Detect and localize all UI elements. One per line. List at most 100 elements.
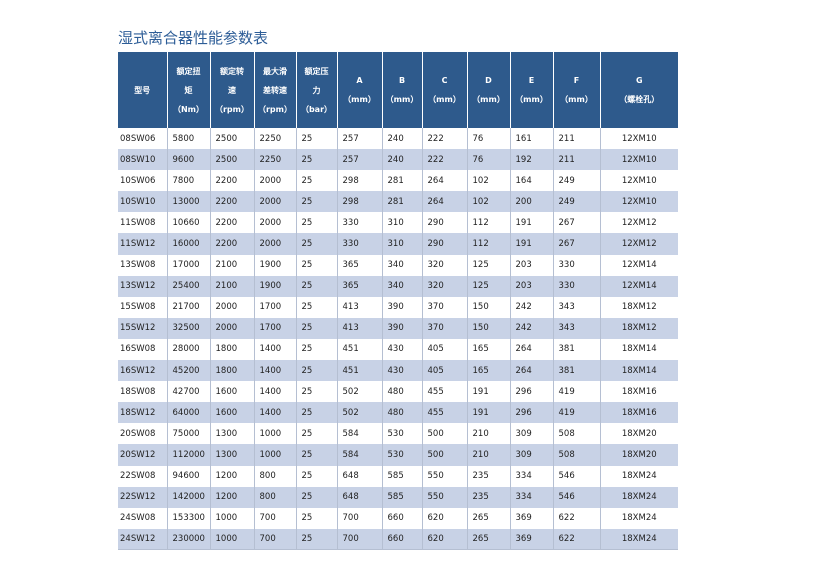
header-cell: 额定扭矩 （Nm） [166,52,210,128]
header-line: 速 [228,85,236,95]
table-row: 13SW12 25400 2100 1900 25 365 340 320 125 203 330 1… [118,275,678,297]
value-cell: 502 [336,402,382,424]
value-cell: 2000 [253,191,296,213]
value-cell: 264 [509,360,553,382]
value-cell: 413 [336,317,382,339]
value-cell: 18XM16 [599,402,678,424]
header-line: 力 [312,85,321,95]
value-cell: 290 [421,212,467,234]
value-cell: 25 [295,233,337,255]
model-cell: 08SW10 [118,149,167,171]
header-cell: 额定转速 （rpm） [209,52,254,128]
spec-table: 型号 额定扭矩（Nm） 额定转速（rpm） 最大滑 差转速 （rpm） 额定压力（bar） A… [118,52,678,551]
value-cell: 18XM24 [599,507,678,529]
value-cell: 5800 [166,128,210,150]
value-cell: 28000 [166,338,210,361]
value-cell: 700 [336,528,382,551]
header-line: 额定转 [220,66,244,76]
value-cell: 370 [421,317,467,339]
value-cell: 330 [336,233,382,255]
value-cell: 25 [295,254,337,276]
header-line: G [635,76,643,85]
value-cell: 330 [552,275,600,297]
value-cell: 1900 [253,275,296,297]
header-line: F [573,76,580,85]
value-cell: 25 [295,170,337,192]
value-cell: 25 [295,381,337,403]
value-cell: 1700 [253,317,296,339]
value-cell: 18XM24 [599,486,678,508]
value-cell: 381 [552,338,600,361]
table-title: 湿式离合器性能参数表 [118,29,269,47]
value-cell: 343 [552,296,600,318]
value-cell: 9600 [166,149,210,171]
value-cell: 25 [295,402,337,424]
header-line: 额定扭 [176,66,201,76]
value-cell: 309 [509,423,553,445]
value-cell: 25 [295,191,337,213]
value-cell: 419 [552,402,600,424]
header-line: （rpm） [257,104,292,114]
header-cell: A （mm） [336,52,382,128]
value-cell: 343 [552,317,600,339]
value-cell: 265 [466,507,510,529]
value-cell: 296 [509,381,553,403]
value-cell: 648 [336,486,382,508]
value-cell: 310 [381,212,422,234]
value-cell: 18XM14 [599,360,678,382]
header-line: （mm） [472,95,505,104]
model-cell: 16SW12 [118,360,167,382]
value-cell: 800 [253,486,296,508]
header-line: （Nm） [172,104,205,114]
value-cell: 203 [509,254,553,276]
table-row: 10SW10 13000 2200 2000 25 298 281 264 102 200 249 1… [118,191,678,213]
value-cell: 2500 [209,128,254,150]
value-cell: 585 [381,486,422,508]
table-row: 20SW12 112000 1300 1000 25 584 530 500 210 309 508… [118,444,678,466]
model-cell: 15SW12 [118,317,167,339]
value-cell: 334 [509,486,553,508]
value-cell: 267 [552,233,600,255]
value-cell: 1300 [209,423,254,445]
value-cell: 240 [381,128,422,150]
value-cell: 1000 [253,444,296,466]
model-cell: 22SW08 [120,471,156,482]
table-row: 20SW08 75000 1300 1000 25 584 530 500 210 309 508 1… [118,423,678,445]
value-cell: 211 [552,149,600,171]
header-cell: 最大滑 差转速 （rpm） [253,52,296,128]
table-row: 22SW12 142000 1200 800 25 648 585 550 235 334 546 1… [118,486,678,508]
value-cell: 298 [336,170,382,192]
value-cell: 12XM12 [599,233,678,255]
model-cell: 18SW12 [118,402,167,424]
value-cell: 192 [509,149,553,171]
value-cell: 622 [552,528,600,551]
value-cell: 264 [421,170,467,192]
value-cell: 230000 [166,528,210,551]
value-cell: 25 [295,338,337,361]
model-cell: 24SW12 [118,528,167,551]
value-cell: 648 [336,465,382,487]
model-cell: 13SW08 [120,260,156,271]
value-cell: 2500 [209,149,254,171]
value-cell: 17000 [166,254,210,276]
value-cell: 25 [295,149,337,171]
value-cell: 191 [509,212,553,234]
value-cell: 2250 [253,128,296,150]
value-cell: 210 [466,423,510,445]
value-cell: 76 [466,149,510,171]
value-cell: 530 [381,444,422,466]
value-cell: 10660 [166,212,210,234]
value-cell: 45200 [166,360,210,382]
value-cell: 546 [552,465,600,487]
value-cell: 249 [552,170,600,192]
value-cell: 1900 [253,254,296,276]
value-cell: 2000 [209,317,254,339]
value-cell: 12XM10 [599,128,678,150]
value-cell: 150 [466,317,510,339]
value-cell: 2000 [209,296,254,318]
value-cell: 2000 [253,170,296,192]
model-cell: 08SW06 [120,133,156,144]
value-cell: 1800 [209,360,254,382]
value-cell: 18XM24 [599,465,678,487]
